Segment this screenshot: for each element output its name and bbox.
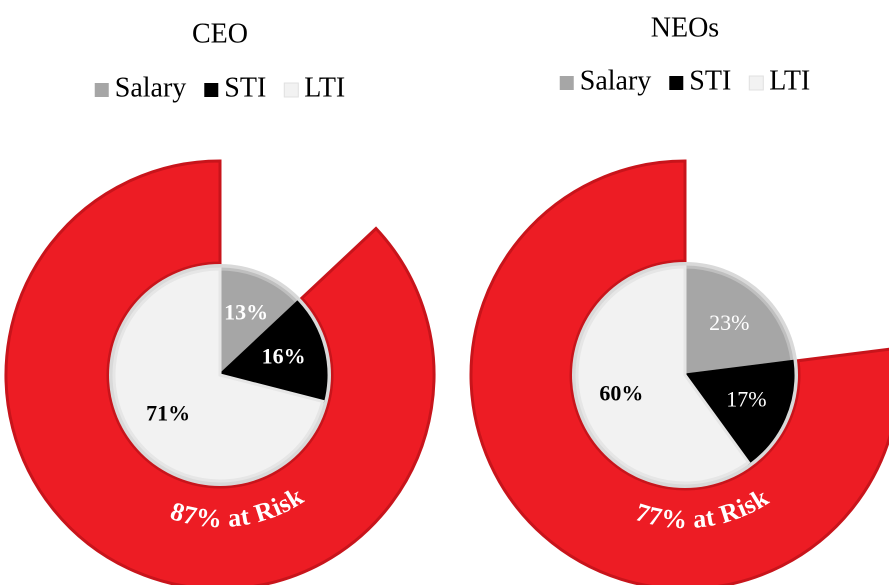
data-label: 16% bbox=[262, 344, 306, 369]
pie-slice bbox=[682, 359, 795, 465]
pie-slice bbox=[683, 265, 794, 377]
data-label: 13% bbox=[224, 300, 268, 325]
legend-swatch bbox=[669, 76, 684, 90]
legend-swatch bbox=[283, 82, 299, 98]
legend-swatch bbox=[559, 76, 574, 90]
legend-label: STI bbox=[689, 65, 731, 96]
legend-swatch bbox=[748, 75, 764, 91]
data-label: 23% bbox=[709, 310, 749, 335]
risk-ring bbox=[4, 159, 436, 585]
data-label: 17% bbox=[726, 387, 766, 412]
legend-swatch bbox=[94, 83, 109, 97]
legend-label: STI bbox=[224, 72, 266, 103]
pie-slice bbox=[112, 267, 325, 483]
legend-label: LTI bbox=[769, 65, 810, 96]
legend-label: LTI bbox=[304, 72, 345, 103]
pie-slice bbox=[218, 267, 300, 379]
pie-slice bbox=[216, 300, 328, 404]
legend-label: Salary bbox=[115, 72, 187, 103]
chart-title: CEO bbox=[192, 18, 248, 49]
risk-ring bbox=[469, 159, 889, 585]
legend-label: Salary bbox=[580, 65, 652, 96]
legend-swatch bbox=[204, 83, 219, 97]
data-label: 71% bbox=[146, 400, 190, 425]
pie-slice bbox=[575, 265, 751, 485]
data-label: 60% bbox=[599, 381, 643, 406]
chart-title: NEOs bbox=[651, 12, 719, 43]
